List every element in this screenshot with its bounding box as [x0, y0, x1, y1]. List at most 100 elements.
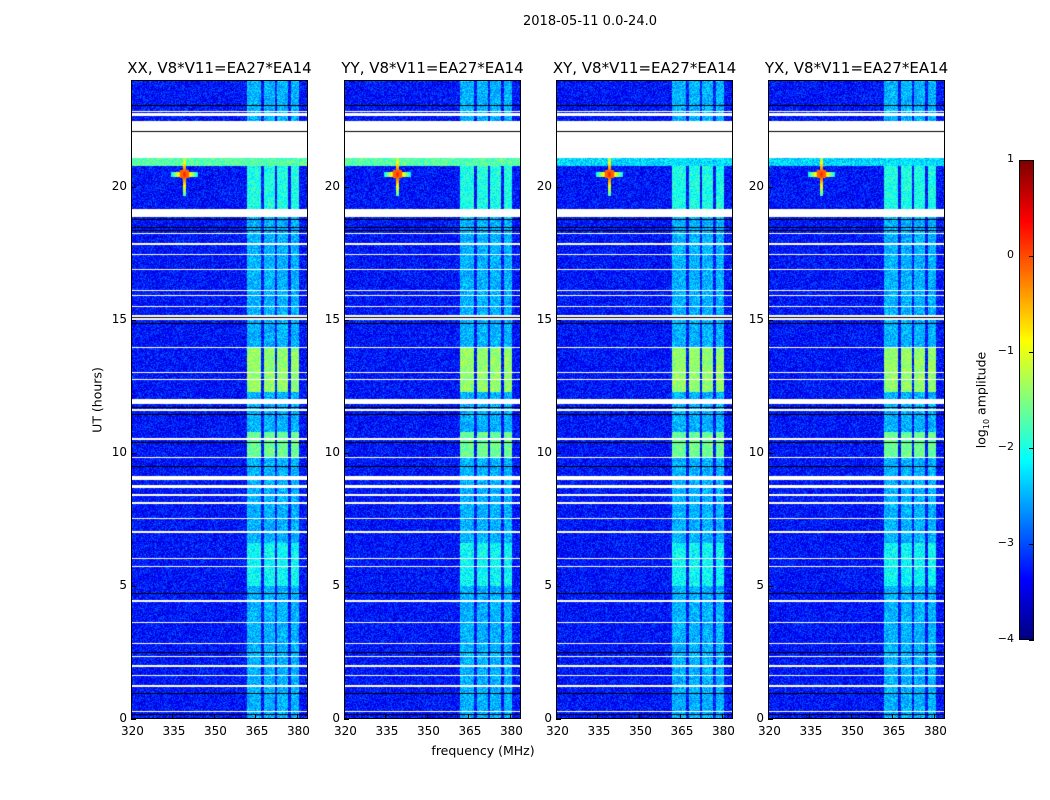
figure-title: 2018-05-11 0.0-24.0	[523, 14, 657, 29]
x-tick-label: 350	[203, 724, 227, 738]
waterfall-heatmap	[557, 81, 732, 718]
y-tick-label: 10	[324, 444, 340, 459]
colorbar-tick-mark	[1029, 448, 1034, 449]
y-tick-mark	[556, 452, 561, 454]
x-axis-label: frequency (MHz)	[431, 743, 535, 758]
x-tick-mark	[809, 714, 811, 719]
colorbar-label: log10 amplitude	[973, 351, 991, 449]
panel-title: XX, V8*V11=EA27*EA14	[127, 59, 312, 77]
x-tick-label: 320	[121, 724, 144, 738]
x-tick-label: 335	[375, 724, 399, 738]
y-tick-label: 5	[332, 577, 340, 592]
x-tick-mark	[597, 714, 599, 719]
x-tick-label: 380	[923, 724, 947, 738]
y-tick-mark	[131, 319, 136, 321]
panel-title: YY, V8*V11=EA27*EA14	[341, 59, 524, 77]
waterfall-panel-xy	[556, 80, 733, 719]
x-tick-label: 350	[628, 724, 652, 738]
x-tick-mark	[721, 714, 723, 719]
y-tick-label: 5	[544, 577, 552, 592]
y-tick-label: 20	[111, 178, 127, 193]
waterfall-panel-yx	[768, 80, 945, 719]
x-tick-mark	[468, 714, 470, 719]
x-tick-label: 380	[286, 724, 310, 738]
y-tick-mark	[768, 719, 773, 720]
x-tick-mark	[255, 714, 257, 719]
y-tick-mark	[556, 585, 561, 587]
y-tick-label: 10	[111, 444, 127, 459]
panel-title: YX, V8*V11=EA27*EA14	[764, 59, 949, 77]
colorbar-tick-label: 0	[1007, 248, 1014, 261]
x-tick-mark	[680, 714, 682, 719]
x-tick-label: 365	[882, 724, 906, 738]
waterfall-panel-yy	[344, 80, 521, 719]
x-tick-mark	[638, 714, 640, 719]
x-tick-label: 335	[799, 724, 823, 738]
x-tick-label: 380	[499, 724, 523, 738]
x-tick-label: 320	[334, 724, 357, 738]
x-tick-label: 365	[458, 724, 482, 738]
y-tick-label: 15	[748, 311, 764, 326]
y-tick-label: 5	[119, 577, 127, 592]
x-tick-label: 320	[546, 724, 569, 738]
colorbar-tick-mark	[1029, 544, 1034, 545]
y-tick-label: 20	[748, 178, 764, 193]
y-tick-mark	[131, 452, 136, 454]
colorbar	[1019, 160, 1034, 640]
y-tick-mark	[556, 186, 561, 188]
y-tick-label: 20	[324, 178, 340, 193]
colorbar-tick-label: 1	[1007, 152, 1014, 165]
x-tick-label: 380	[711, 724, 735, 738]
x-tick-label: 335	[587, 724, 611, 738]
colorbar-tick-label: −3	[997, 536, 1014, 549]
y-tick-label: 15	[536, 311, 552, 326]
colorbar-tick-mark	[1029, 256, 1034, 257]
waterfall-heatmap	[769, 81, 944, 718]
y-tick-mark	[131, 186, 136, 188]
x-tick-label: 350	[416, 724, 440, 738]
colorbar-tick-label: −1	[997, 344, 1014, 357]
y-tick-label: 15	[111, 311, 127, 326]
x-tick-mark	[768, 714, 769, 719]
y-tick-label: 10	[748, 444, 764, 459]
y-tick-label: 0	[119, 711, 127, 725]
x-tick-mark	[131, 714, 132, 719]
colorbar-tick-mark	[1029, 640, 1034, 641]
waterfall-heatmap	[345, 81, 520, 718]
colorbar-tick-label: −2	[997, 440, 1014, 453]
y-tick-label: 20	[536, 178, 552, 193]
x-tick-mark	[296, 714, 298, 719]
colorbar-tick-label: −4	[997, 632, 1014, 645]
x-tick-label: 350	[840, 724, 864, 738]
y-tick-mark	[344, 452, 349, 454]
y-tick-mark	[344, 186, 349, 188]
x-tick-label: 365	[670, 724, 694, 738]
y-tick-label: 5	[756, 577, 764, 592]
x-tick-label: 335	[162, 724, 186, 738]
x-tick-label: 365	[245, 724, 269, 738]
y-tick-label: 0	[544, 711, 552, 725]
y-tick-mark	[131, 719, 136, 720]
x-tick-mark	[172, 714, 174, 719]
y-tick-mark	[768, 585, 773, 587]
y-tick-mark	[768, 186, 773, 188]
y-tick-label: 0	[332, 711, 340, 725]
x-tick-mark	[933, 714, 935, 719]
y-axis-label: UT (hours)	[89, 367, 105, 433]
waterfall-panel-xx	[131, 80, 308, 719]
y-tick-mark	[768, 319, 773, 321]
colorbar-tick-mark	[1029, 160, 1034, 161]
y-tick-mark	[131, 585, 136, 587]
y-tick-label: 10	[536, 444, 552, 459]
x-tick-mark	[344, 714, 345, 719]
x-tick-mark	[385, 714, 387, 719]
colorbar-tick-mark	[1029, 352, 1034, 353]
panel-title: XY, V8*V11=EA27*EA14	[552, 59, 737, 77]
x-tick-mark	[509, 714, 511, 719]
y-tick-mark	[768, 452, 773, 454]
y-tick-label: 15	[324, 311, 340, 326]
x-tick-mark	[426, 714, 428, 719]
y-tick-mark	[344, 319, 349, 321]
y-tick-mark	[556, 719, 561, 720]
